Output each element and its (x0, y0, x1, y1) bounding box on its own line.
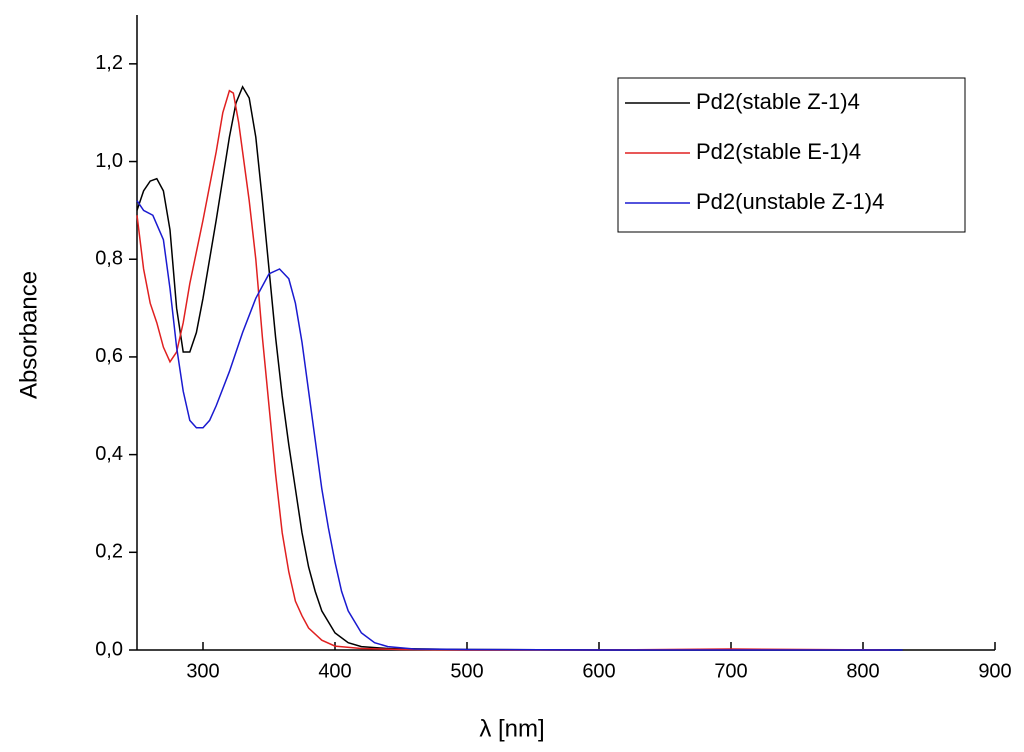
data-line (136, 89, 890, 651)
x-tick-label: 500 (450, 660, 483, 682)
x-axis-title: λ [nm] (479, 715, 544, 742)
x-tick-label: 800 (846, 660, 879, 682)
y-tick-label: 1,2 (95, 52, 123, 74)
y-tick-label: 0,8 (95, 248, 123, 270)
y-tick-label: 1,0 (95, 150, 123, 172)
y-axis-title: Absorbance (15, 271, 42, 399)
legend-label: Pd2(stable Z-1)4 (696, 89, 860, 114)
x-tick-label: 600 (582, 660, 615, 682)
data-line (136, 200, 903, 651)
y-tick-label: 0,4 (95, 443, 123, 465)
y-tick-label: 0,0 (95, 638, 123, 660)
y-tick-label: 0,6 (95, 345, 123, 367)
legend-label: Pd2(unstable Z-1)4 (696, 189, 884, 214)
legend-label: Pd2(stable E-1)4 (696, 139, 861, 164)
x-tick-label: 700 (714, 660, 747, 682)
y-tick-label: 0,2 (95, 541, 123, 563)
data-line (136, 85, 903, 651)
x-tick-label: 300 (186, 660, 219, 682)
x-tick-label: 900 (978, 660, 1011, 682)
x-tick-label: 400 (318, 660, 351, 682)
